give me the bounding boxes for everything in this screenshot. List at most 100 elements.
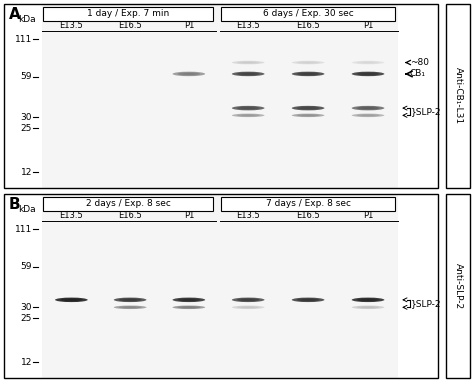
Text: ~80: ~80: [410, 58, 429, 67]
Ellipse shape: [60, 298, 83, 301]
Text: }SLP-2: }SLP-2: [411, 107, 441, 116]
Ellipse shape: [182, 307, 195, 308]
Ellipse shape: [356, 114, 380, 116]
Text: A: A: [9, 7, 21, 22]
Ellipse shape: [292, 298, 324, 302]
Text: E16.5: E16.5: [118, 211, 142, 221]
Ellipse shape: [242, 73, 255, 75]
Text: P1: P1: [363, 211, 373, 221]
Ellipse shape: [352, 298, 384, 302]
Text: 30: 30: [20, 303, 32, 312]
Ellipse shape: [124, 307, 137, 308]
Ellipse shape: [356, 306, 380, 309]
Ellipse shape: [362, 107, 374, 109]
Ellipse shape: [292, 72, 324, 76]
Ellipse shape: [356, 106, 380, 110]
Text: 12: 12: [21, 358, 32, 367]
Ellipse shape: [177, 72, 201, 75]
Ellipse shape: [297, 106, 319, 110]
Ellipse shape: [182, 299, 195, 301]
Ellipse shape: [65, 299, 78, 301]
Ellipse shape: [114, 298, 146, 302]
Ellipse shape: [232, 106, 264, 110]
Ellipse shape: [237, 114, 260, 116]
Text: 12: 12: [21, 168, 32, 177]
Text: }SLP-2: }SLP-2: [411, 299, 441, 308]
Text: E13.5: E13.5: [237, 21, 260, 31]
FancyBboxPatch shape: [43, 197, 213, 211]
Ellipse shape: [352, 72, 384, 76]
Text: kDa: kDa: [18, 205, 36, 214]
Text: 25: 25: [21, 124, 32, 133]
FancyBboxPatch shape: [221, 197, 395, 211]
Ellipse shape: [242, 299, 255, 301]
Ellipse shape: [118, 306, 142, 309]
Text: 111: 111: [15, 34, 32, 44]
Ellipse shape: [301, 107, 315, 109]
Ellipse shape: [242, 115, 255, 116]
FancyBboxPatch shape: [221, 7, 395, 21]
Text: 2 days / Exp. 8 sec: 2 days / Exp. 8 sec: [86, 200, 171, 208]
Ellipse shape: [362, 115, 374, 116]
Ellipse shape: [55, 298, 88, 302]
Text: E13.5: E13.5: [60, 211, 83, 221]
Bar: [42, 4, 398, 188]
Ellipse shape: [182, 73, 195, 75]
Ellipse shape: [242, 107, 255, 109]
Ellipse shape: [237, 306, 260, 309]
Text: CB₁: CB₁: [410, 69, 426, 79]
Ellipse shape: [114, 306, 146, 309]
Text: E16.5: E16.5: [296, 211, 320, 221]
Ellipse shape: [301, 115, 315, 116]
Ellipse shape: [237, 61, 260, 64]
Ellipse shape: [232, 114, 264, 117]
Ellipse shape: [232, 72, 264, 76]
Ellipse shape: [356, 72, 380, 75]
FancyBboxPatch shape: [43, 7, 213, 21]
Ellipse shape: [362, 73, 374, 75]
Ellipse shape: [297, 61, 319, 64]
Ellipse shape: [352, 114, 384, 117]
Text: E13.5: E13.5: [237, 211, 260, 221]
Ellipse shape: [237, 106, 260, 110]
Bar: [446, 194, 470, 378]
Text: 1 day / Exp. 7 min: 1 day / Exp. 7 min: [87, 10, 169, 18]
Ellipse shape: [292, 114, 324, 117]
Ellipse shape: [356, 61, 380, 64]
Ellipse shape: [297, 114, 319, 116]
Text: E16.5: E16.5: [118, 21, 142, 31]
Ellipse shape: [352, 306, 384, 309]
Ellipse shape: [301, 299, 315, 301]
Text: 59: 59: [20, 262, 32, 272]
Ellipse shape: [237, 298, 260, 301]
Text: kDa: kDa: [18, 15, 36, 24]
Ellipse shape: [118, 298, 142, 301]
Ellipse shape: [292, 106, 324, 110]
Text: 111: 111: [15, 224, 32, 234]
Text: 30: 30: [20, 113, 32, 122]
Text: B: B: [9, 197, 21, 212]
Ellipse shape: [173, 72, 205, 76]
Ellipse shape: [124, 299, 137, 301]
Ellipse shape: [352, 106, 384, 110]
Ellipse shape: [173, 298, 205, 302]
Bar: [42, 194, 398, 378]
Text: P1: P1: [183, 211, 194, 221]
Ellipse shape: [237, 72, 260, 75]
Ellipse shape: [232, 298, 264, 302]
Ellipse shape: [232, 306, 264, 309]
Ellipse shape: [232, 61, 264, 64]
Bar: [4, 4, 438, 188]
Ellipse shape: [177, 298, 201, 301]
Ellipse shape: [297, 298, 319, 301]
Text: P1: P1: [363, 21, 373, 31]
Bar: [446, 4, 470, 188]
Text: E16.5: E16.5: [296, 21, 320, 31]
Ellipse shape: [177, 306, 201, 309]
Text: 6 days / Exp. 30 sec: 6 days / Exp. 30 sec: [263, 10, 354, 18]
Ellipse shape: [292, 61, 324, 64]
Ellipse shape: [362, 299, 374, 301]
Text: E13.5: E13.5: [60, 21, 83, 31]
Ellipse shape: [352, 61, 384, 64]
Ellipse shape: [356, 298, 380, 301]
